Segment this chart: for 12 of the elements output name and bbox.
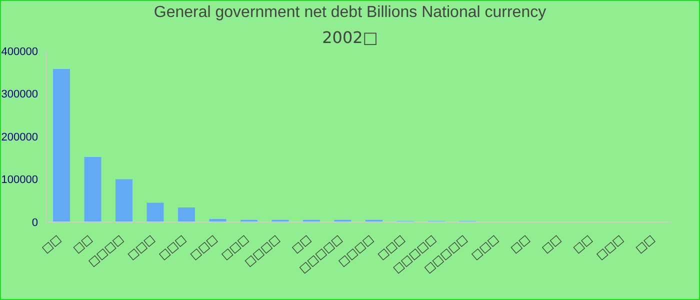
y-tick-label: 100000 bbox=[1, 174, 38, 186]
y-tick-label: 400000 bbox=[1, 46, 38, 58]
y-tick-label: 300000 bbox=[1, 88, 38, 101]
chart-title: General government net debt Billions National currency bbox=[152, 4, 548, 22]
x-tick-label: □□ bbox=[508, 232, 532, 256]
chart-subtitle: 2002□ bbox=[321, 28, 379, 47]
x-tick-label: □□ bbox=[539, 232, 564, 256]
y-tick-label: 200000 bbox=[1, 131, 38, 144]
x-tick-label: □□ bbox=[39, 232, 64, 256]
x-tick-label: □□ bbox=[570, 232, 595, 256]
y-tick-label: 0 bbox=[32, 216, 38, 229]
x-tick-label: □□ bbox=[633, 232, 658, 256]
